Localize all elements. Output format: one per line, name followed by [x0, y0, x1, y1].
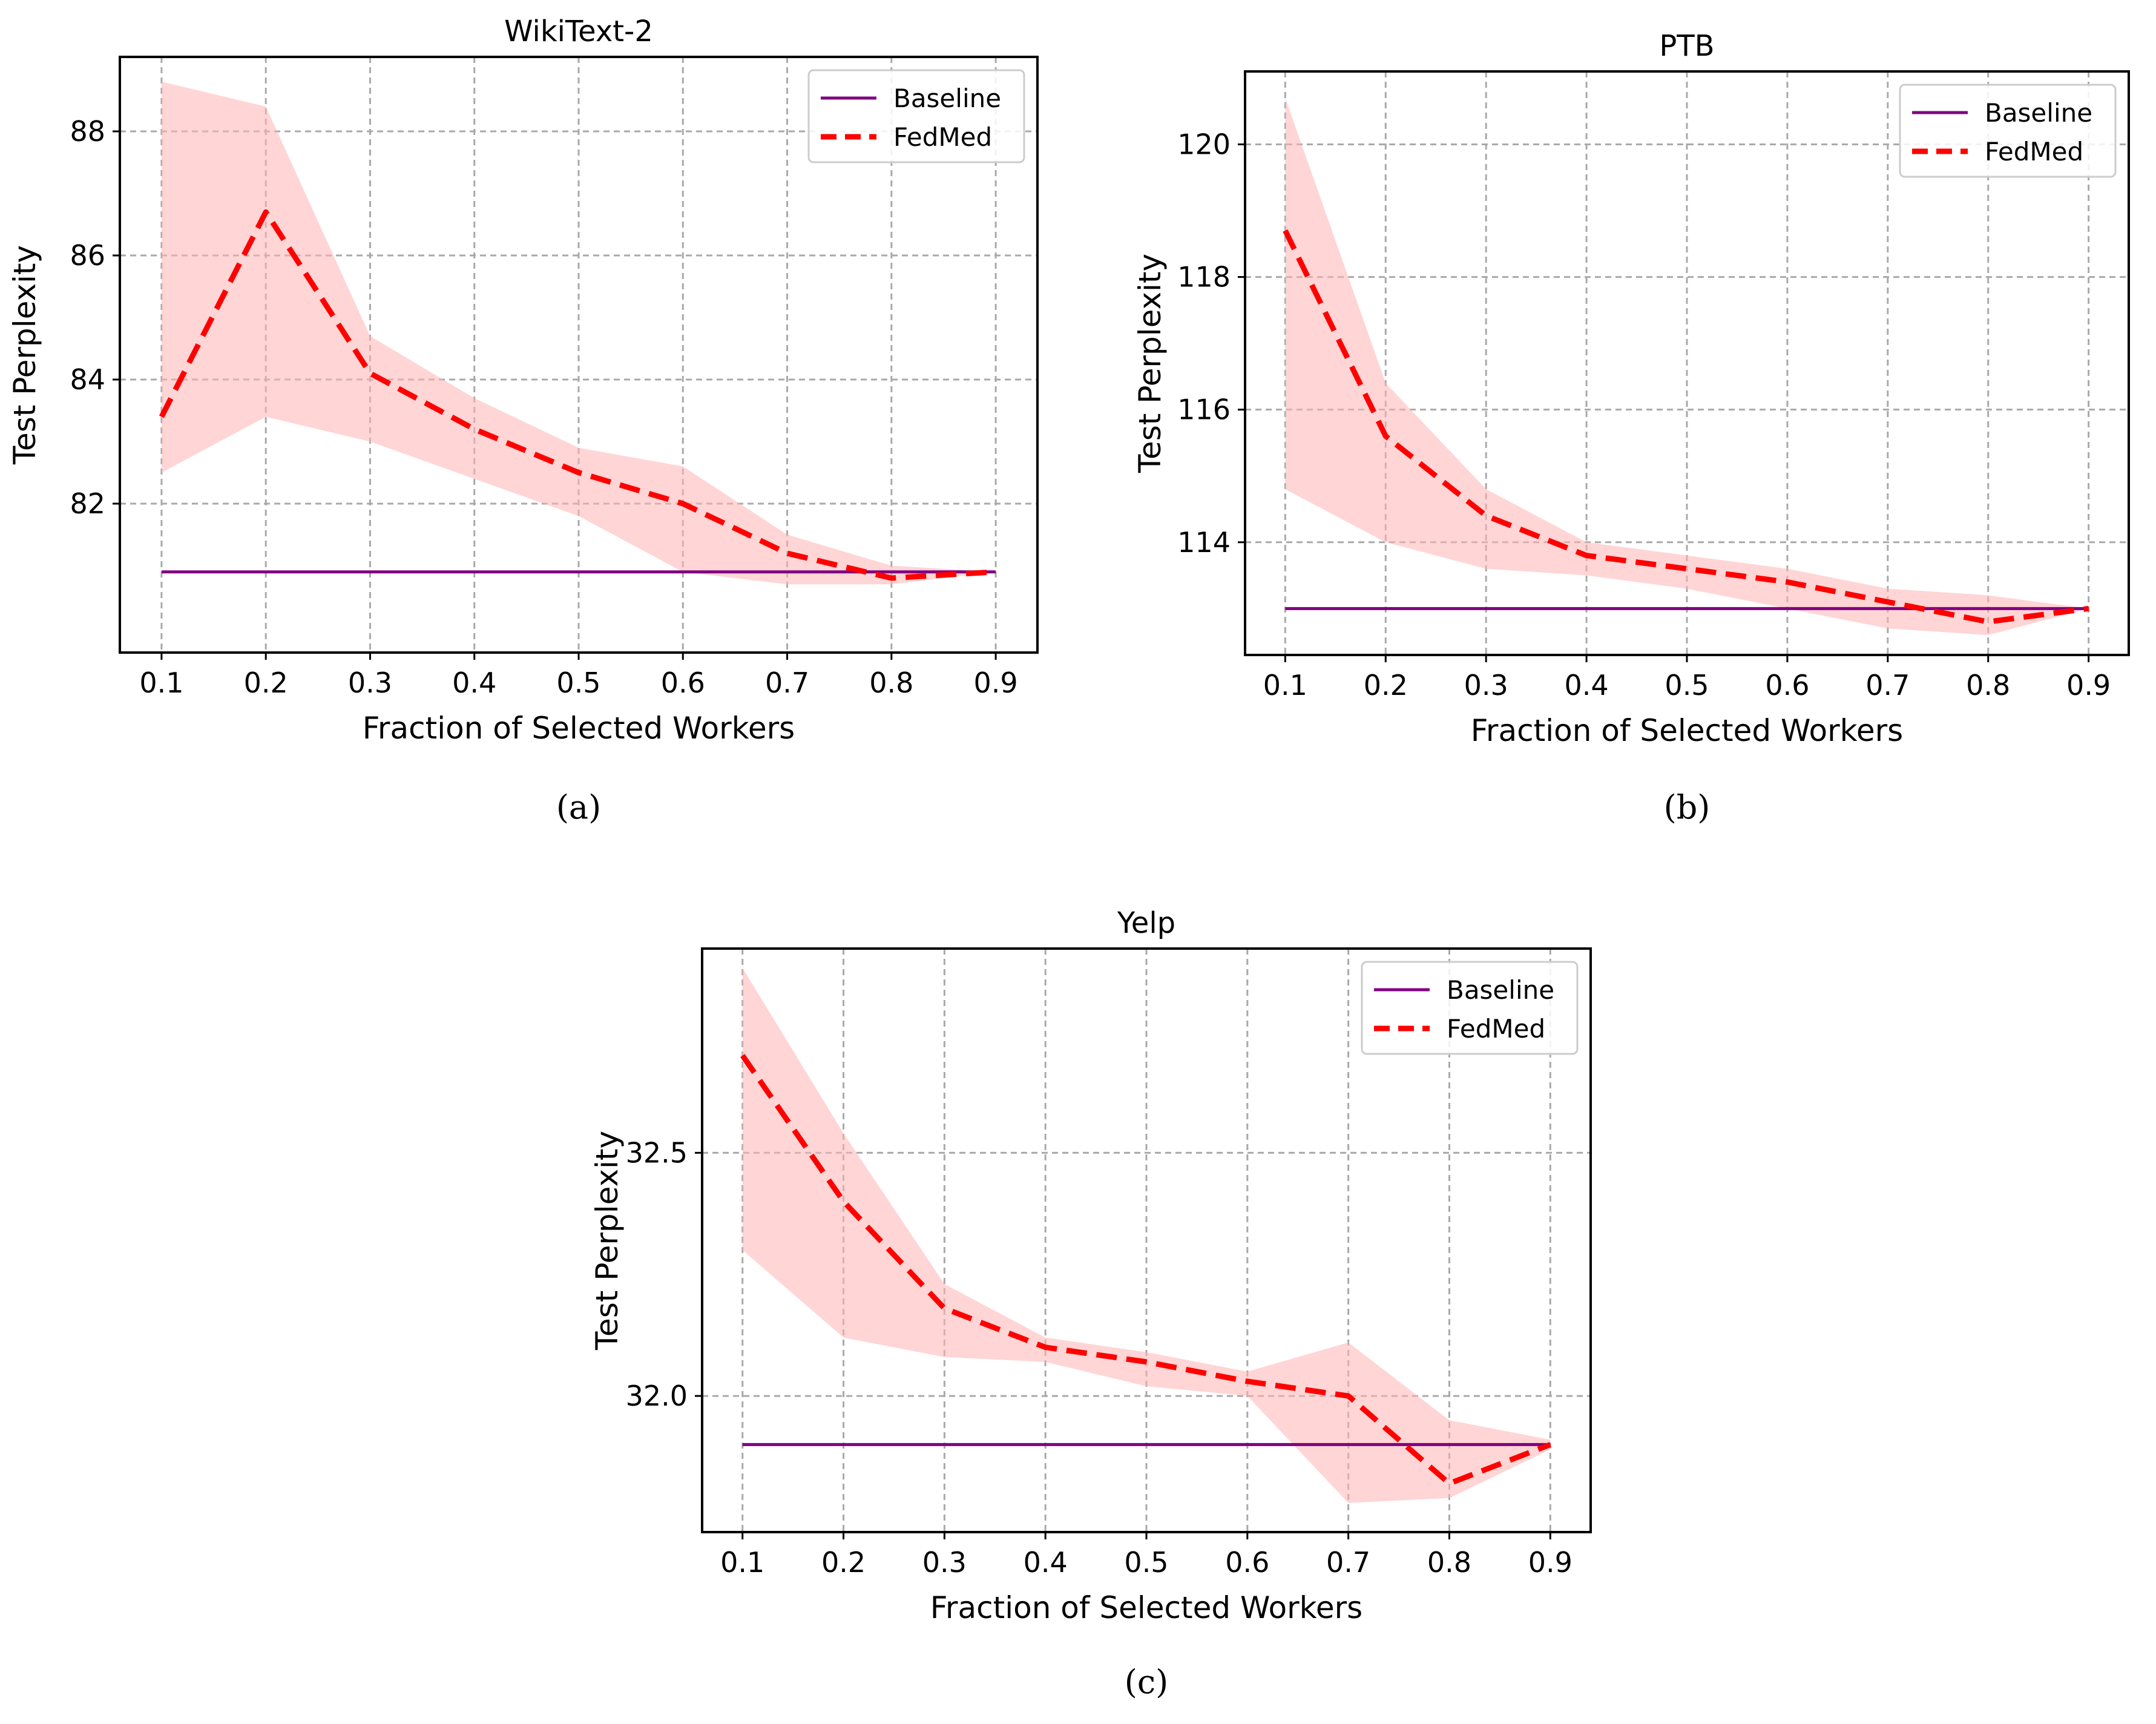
x-tick-label: 0.4: [1565, 669, 1609, 702]
legend-box: [807, 69, 1025, 163]
y-tick-label: 32.0: [626, 1380, 688, 1412]
x-tick-label: 0.6: [1225, 1546, 1269, 1579]
x-tick-label: 0.6: [661, 666, 705, 699]
chart-title: PTB: [1659, 29, 1714, 63]
legend-fedmed-label: FedMed: [1447, 1014, 1545, 1044]
x-tick-label: 0.6: [1765, 669, 1809, 702]
chart-title: Yelp: [1117, 906, 1175, 940]
x-tick-label: 0.7: [1326, 1546, 1370, 1579]
chart-ptb: 0.1 0.2 0.3 0.4 0.5 0.6 0.7 0.8 0.9 114 116 118 120 P…: [1132, 29, 2130, 826]
legend-fedmed-label: FedMed: [893, 122, 992, 152]
y-tick-label: 118: [1177, 261, 1231, 294]
y-tick-label: 32.5: [626, 1136, 688, 1169]
legend-box: [1899, 84, 2117, 178]
x-tick-label: 0.9: [974, 666, 1018, 699]
chart-title: WikiText-2: [504, 15, 653, 48]
x-tick-label: 0.2: [1364, 669, 1408, 702]
chart-yelp: 0.1 0.2 0.3 0.4 0.5 0.6 0.7 0.8 0.9 32.0 32.5 Yelp F…: [590, 906, 1592, 1701]
x-tick-label: 0.2: [244, 666, 288, 699]
x-tick-label: 0.7: [765, 666, 809, 699]
y-tick-label: 114: [1177, 526, 1231, 559]
fedmed-confidence-band: [742, 968, 1551, 1503]
y-tick-label: 84: [70, 363, 105, 396]
subfigure-caption: (c): [1125, 1663, 1168, 1701]
x-tick-label: 0.4: [452, 666, 496, 699]
fedmed-confidence-band: [161, 82, 996, 585]
x-tick-label: 0.5: [1665, 669, 1709, 702]
x-axis-label: Fraction of Selected Workers: [1471, 713, 1903, 748]
legend-baseline-label: Baseline: [1447, 975, 1554, 1005]
x-tick-label: 0.1: [720, 1546, 764, 1579]
fedmed-series-line: [740, 1054, 1551, 1487]
legend: Baseline FedMed: [1361, 961, 1579, 1055]
chart-wikitext2: 0.1 0.2 0.3 0.4 0.5 0.6 0.7 0.8 0.9 82 84 86 88 WikiT…: [7, 15, 1039, 826]
x-tick-label: 0.8: [1966, 669, 2010, 702]
x-tick-label: 0.5: [1124, 1546, 1168, 1579]
y-axis-label: Test Perplexity: [7, 245, 42, 465]
fedmed-confidence-band: [1285, 97, 2089, 636]
y-tick-label: 86: [70, 239, 105, 272]
x-tick-label: 0.8: [869, 666, 913, 699]
legend-baseline-label: Baseline: [893, 84, 1001, 113]
y-tick-label: 88: [70, 115, 105, 148]
legend: Baseline FedMed: [807, 69, 1025, 163]
legend-baseline-label: Baseline: [1985, 98, 2092, 128]
x-tick-label: 0.5: [556, 666, 600, 699]
legend: Baseline FedMed: [1899, 84, 2117, 178]
x-tick-label: 0.9: [1528, 1546, 1573, 1579]
x-tick-label: 0.1: [1263, 669, 1307, 702]
y-axis-label: Test Perplexity: [590, 1131, 625, 1351]
x-tick-label: 0.3: [348, 666, 392, 699]
fedmed-series-line: [159, 209, 996, 581]
y-axis-label: Test Perplexity: [1132, 254, 1168, 473]
x-tick-label: 0.2: [821, 1546, 866, 1579]
x-tick-label: 0.9: [2066, 669, 2111, 702]
x-tick-label: 0.3: [1464, 669, 1508, 702]
y-tick-label: 82: [70, 487, 105, 520]
x-tick-label: 0.7: [1865, 669, 1910, 702]
x-axis-label: Fraction of Selected Workers: [363, 711, 795, 746]
x-tick-label: 0.1: [139, 666, 183, 699]
x-tick-label: 0.4: [1024, 1546, 1068, 1579]
subfigure-caption: (a): [556, 788, 601, 826]
legend-box: [1361, 961, 1579, 1055]
x-axis-label: Fraction of Selected Workers: [930, 1590, 1362, 1625]
y-tick-label: 116: [1177, 393, 1231, 426]
subfigure-caption: (b): [1664, 788, 1711, 826]
y-tick-label: 120: [1177, 128, 1231, 161]
x-tick-label: 0.3: [922, 1546, 967, 1579]
x-tick-label: 0.8: [1427, 1546, 1471, 1579]
legend-fedmed-label: FedMed: [1985, 137, 2083, 166]
